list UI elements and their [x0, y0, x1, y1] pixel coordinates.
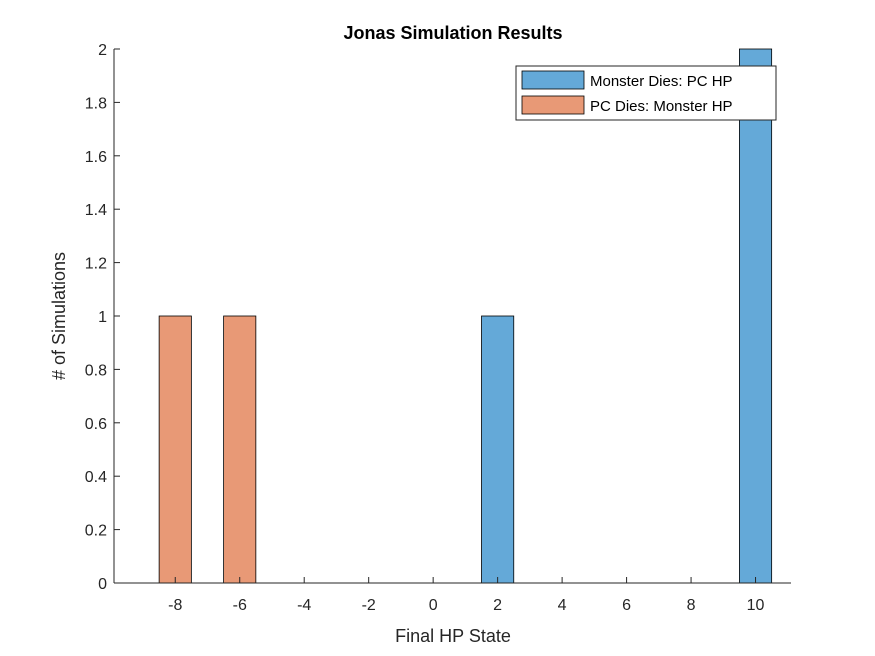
x-tick-label: -8: [168, 597, 182, 614]
y-tick-label: 0: [98, 576, 107, 593]
x-tick-label: 6: [622, 597, 631, 614]
x-tick-label: -4: [297, 597, 311, 614]
chart-title: Jonas Simulation Results: [343, 23, 562, 43]
x-tick-label: 10: [747, 597, 765, 614]
y-axis-title: # of Simulations: [49, 252, 69, 380]
bars-layer: [158, 48, 773, 584]
x-tick-label: 4: [558, 597, 567, 614]
legend-label: PC Dies: Monster HP: [590, 98, 733, 115]
legend-swatch: [521, 70, 585, 90]
y-tick-label: 0.6: [85, 416, 107, 433]
y-ticks: 0 0.2 0.4 0.6 0.8 1 1.2 1.4 1.6 1.8 2: [85, 42, 120, 593]
y-tick-label: 1.2: [85, 256, 107, 273]
legend-label: Monster Dies: PC HP: [590, 73, 733, 90]
y-tick-label: 1.4: [85, 202, 107, 219]
x-tick-label: 2: [493, 597, 502, 614]
axes-layer: [113, 49, 791, 584]
y-tick-label: 0.4: [85, 469, 107, 486]
x-tick-label: -6: [233, 597, 247, 614]
bar-series1-1: [223, 315, 257, 584]
bar-series0-0: [481, 315, 515, 584]
bar-series0-1: [739, 48, 773, 584]
x-axis-title: Final HP State: [395, 626, 511, 646]
y-tick-label: 1.8: [85, 95, 107, 112]
y-tick-label: 0.2: [85, 523, 107, 540]
y-tick-label: 0.8: [85, 362, 107, 379]
x-tick-label: 0: [429, 597, 438, 614]
legend-swatch: [521, 95, 585, 115]
legend: Monster Dies: PC HP PC Dies: Monster HP: [515, 65, 777, 121]
y-tick-label: 1.6: [85, 149, 107, 166]
x-ticks: -8 -6 -4 -2 0 2 4 6 8 10: [168, 577, 765, 614]
y-tick-label: 1: [98, 309, 107, 326]
x-tick-label: 8: [687, 597, 696, 614]
bar-series1-0: [158, 315, 192, 584]
x-tick-label: -2: [362, 597, 376, 614]
y-tick-label: 2: [98, 42, 107, 59]
